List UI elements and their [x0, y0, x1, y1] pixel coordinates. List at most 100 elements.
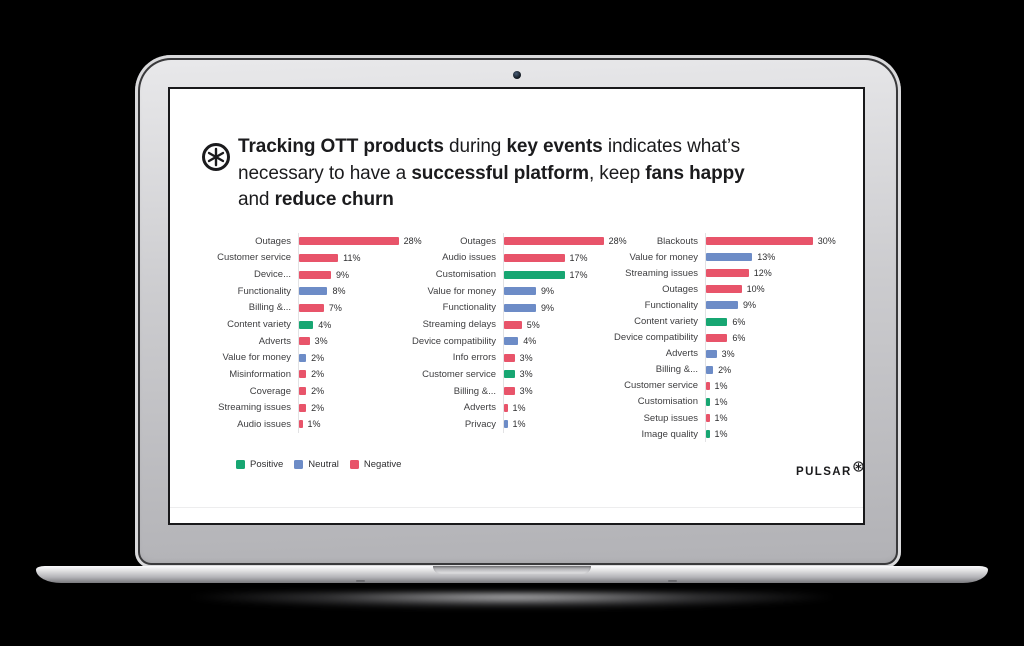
laptop-lid-notch: [433, 566, 591, 574]
chart-row: Audio issues 17%: [401, 249, 627, 267]
bar: [299, 337, 310, 346]
chart-row: Adverts 3%: [196, 332, 422, 350]
bar-label: Value for money: [427, 285, 496, 297]
bar: [504, 370, 515, 379]
bar-track: [503, 399, 508, 417]
bar-track: [705, 313, 728, 330]
laptop-base: [36, 566, 988, 583]
bar: [299, 253, 339, 262]
chart-row: Customer service 1%: [603, 377, 836, 394]
bar-label: Streaming delays: [422, 319, 496, 331]
chart-row: Device compatibility 4%: [401, 332, 627, 350]
bar-value: 1%: [512, 419, 526, 430]
chart-row: Blackouts 30%: [603, 233, 836, 250]
bar: [504, 253, 565, 262]
title-segment: successful platform: [411, 162, 589, 184]
bar-track: [705, 345, 717, 362]
chart-row: Value for money 9%: [401, 282, 627, 300]
bar-label: Coverage: [249, 385, 291, 397]
bar-label: Setup issues: [643, 412, 698, 424]
bar-value: 1%: [714, 396, 728, 407]
bar-track: [298, 382, 307, 400]
bar: [706, 237, 813, 246]
laptop-foot: [668, 580, 677, 582]
bar-value: 9%: [743, 300, 757, 311]
legend-item: Neutral: [294, 459, 339, 470]
bar-value: 4%: [318, 319, 332, 330]
bar-track: [503, 316, 522, 333]
bar-value: 9%: [541, 302, 555, 313]
chart-row: Device compatibility 6%: [603, 329, 836, 346]
bar-label: Content variety: [227, 319, 291, 331]
bar-label: Outages: [255, 235, 291, 247]
bar-track: [503, 233, 604, 250]
chart-row: Audio issues 1%: [196, 416, 422, 433]
bar-value: 2%: [718, 364, 732, 375]
bar-value: 28%: [403, 236, 422, 247]
slide-title-text: Tracking OTT products during key events …: [238, 134, 823, 214]
bar-track: [705, 249, 753, 266]
bar-value: 17%: [569, 252, 588, 263]
bar-label: Billing &...: [248, 302, 291, 314]
bar-value: 28%: [608, 236, 627, 247]
bar: [299, 287, 328, 296]
brand-logo: PULSAR: [796, 461, 863, 478]
bar-label: Streaming issues: [218, 402, 291, 414]
title-segment: Tracking OTT products: [238, 136, 444, 157]
chart-row: Functionality 8%: [196, 282, 422, 300]
bar-track: [705, 233, 813, 250]
chart-row: Streaming issues 2%: [196, 399, 422, 417]
bar-label: Blackouts: [656, 235, 698, 247]
bar: [706, 301, 739, 310]
legend-label: Negative: [363, 459, 402, 470]
legend: Positive Neutral Negative: [236, 459, 401, 470]
bar-track: [705, 410, 710, 427]
bar-label: Adverts: [258, 335, 291, 347]
webcam: [513, 71, 521, 79]
title-segment: , keep: [588, 162, 646, 184]
bar-label: Content variety: [634, 316, 698, 328]
bar-track: [705, 361, 714, 378]
bar-track: [503, 299, 537, 317]
bar-track: [503, 349, 515, 367]
bar: [504, 287, 537, 296]
bar-value: 6%: [732, 316, 746, 327]
chart-row: Content variety 4%: [196, 316, 422, 333]
bar-track: [503, 249, 565, 267]
bar-track: [298, 266, 332, 283]
bar: [299, 320, 314, 329]
bar-value: 10%: [746, 284, 765, 295]
bar-value: 11%: [343, 252, 361, 263]
bar-value: 5%: [526, 319, 540, 330]
bar: [299, 387, 307, 396]
bar-track: [705, 297, 739, 314]
title-segment: during: [443, 136, 507, 157]
bar: [706, 430, 710, 439]
title-segment: key events: [506, 136, 603, 157]
bar-label: Privacy: [464, 418, 496, 430]
bar-value: 13%: [757, 252, 776, 263]
chart-row: Setup issues 1%: [603, 410, 836, 427]
bar-track: [298, 399, 307, 417]
chart-row: Functionality 9%: [401, 299, 627, 317]
bar-label: Customer service: [217, 252, 291, 264]
bar: [706, 285, 742, 294]
bar-value: 2%: [311, 386, 325, 397]
bar: [706, 397, 710, 406]
bar: [504, 337, 519, 346]
bar-label: Billing &...: [655, 364, 698, 376]
chart-row: Misinformation 2%: [196, 366, 422, 383]
bar-value: 1%: [714, 380, 728, 391]
bar-track: [298, 332, 310, 350]
bar-value: 3%: [721, 348, 735, 359]
bar-label: Device compatibility: [614, 332, 698, 344]
chart-row: Value for money 13%: [603, 249, 836, 266]
bar-label: Info errors: [452, 352, 496, 364]
bar: [299, 303, 324, 312]
chart-row: Customisation 1%: [603, 393, 836, 411]
chart-row: Content variety 6%: [603, 313, 836, 330]
bar-label: Adverts: [665, 348, 698, 360]
slide-bottom-divider: [170, 507, 863, 508]
bar-track: [298, 316, 314, 333]
chart-row: Adverts 3%: [603, 345, 836, 362]
